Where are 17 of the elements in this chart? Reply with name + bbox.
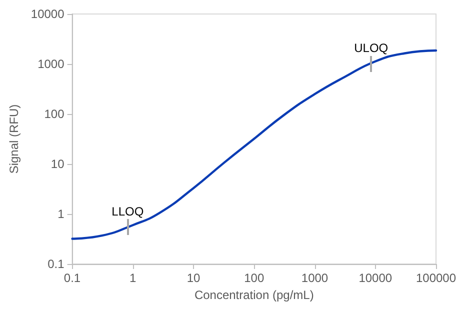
x-tick-label: 100	[244, 271, 264, 285]
x-tick-label: 100000	[416, 271, 456, 285]
x-tick-label: 10	[186, 271, 201, 285]
y-tick-label: 10	[50, 157, 65, 171]
y-tick-label: 1	[58, 207, 65, 221]
x-tick-label: 10000	[358, 271, 392, 285]
x-tick-label: 0.1	[64, 271, 81, 285]
annotation: ULOQ	[354, 41, 388, 55]
y-tick-label: 100	[44, 107, 65, 121]
y-tick-label: 1000	[38, 57, 65, 71]
x-tick-label: 1	[130, 271, 137, 285]
x-tick-label: 1000	[301, 271, 328, 285]
y-tick-label: 0.1	[48, 257, 65, 271]
x-axis-title: Concentration (pg/mL)	[194, 288, 314, 302]
y-tick-label: 10000	[30, 7, 65, 21]
annotation: LLOQ	[112, 204, 144, 218]
y-axis-title: Signal (RFU)	[7, 104, 21, 174]
